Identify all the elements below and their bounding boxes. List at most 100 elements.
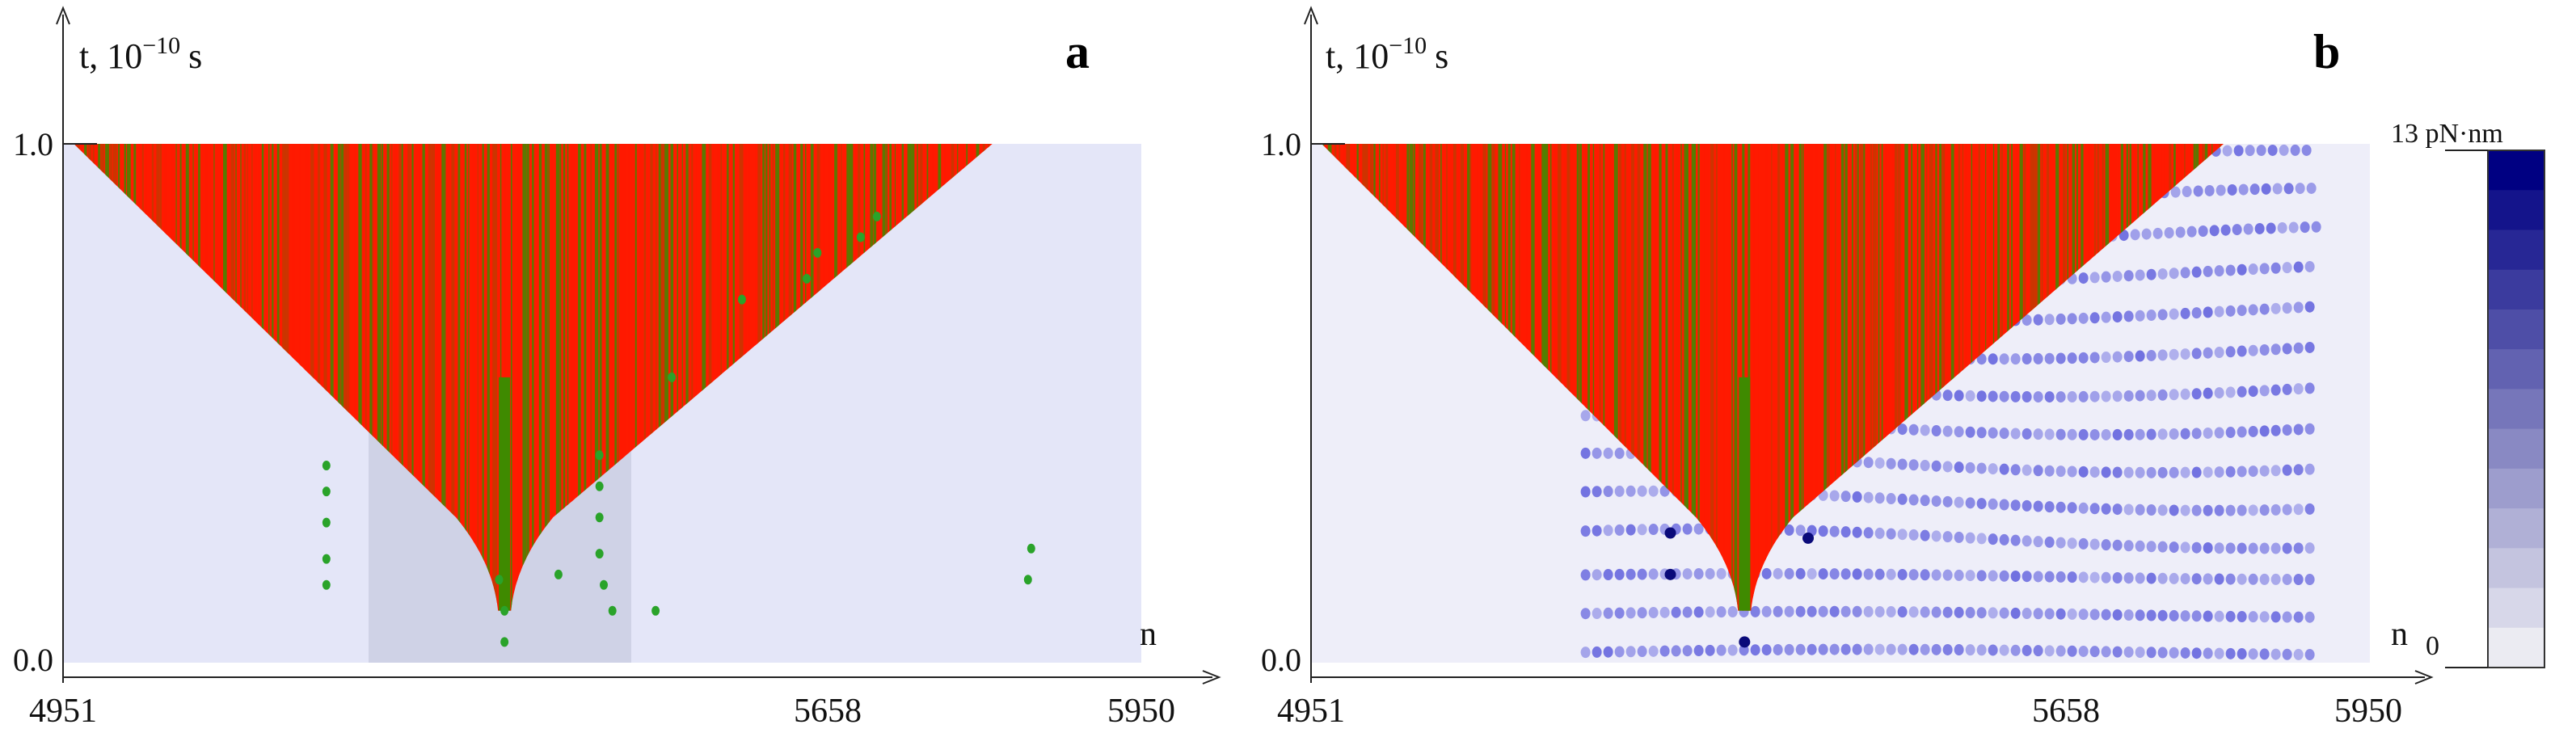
wave-blob xyxy=(2282,648,2292,660)
wave-blob xyxy=(2191,348,2202,360)
wave-blob xyxy=(1761,567,1772,579)
panel-b-stripe xyxy=(1884,144,1887,611)
wave-blob xyxy=(2078,428,2089,440)
panel-a-stripe xyxy=(711,144,714,611)
wave-blob xyxy=(2293,261,2304,273)
green-excitation-dot xyxy=(554,569,563,579)
wave-blob xyxy=(2270,503,2281,516)
wave-blob xyxy=(2135,269,2145,281)
panel-a-stripe xyxy=(487,144,490,611)
wave-blob xyxy=(1580,447,1591,459)
wave-blob xyxy=(1614,524,1625,536)
wave-blob xyxy=(1682,523,1693,535)
wave-blob xyxy=(2203,610,2213,622)
wave-blob xyxy=(2101,571,2111,583)
colorbar-step xyxy=(2488,309,2544,350)
wave-blob xyxy=(2164,227,2174,239)
panel-b-stripe xyxy=(1904,144,1908,611)
wave-blob xyxy=(1829,605,1840,617)
wave-blob xyxy=(2157,647,2168,659)
wave-blob xyxy=(1693,645,1704,657)
panel-b-stripe xyxy=(1621,144,1625,611)
wave-blob xyxy=(2169,389,2179,401)
wave-blob xyxy=(1603,486,1613,498)
wave-blob xyxy=(2157,428,2168,440)
wave-blob xyxy=(1954,606,1964,618)
wave-blob xyxy=(1829,525,1840,537)
panel-b-stripe xyxy=(1777,144,1781,611)
wave-blob xyxy=(2203,265,2213,277)
panel-b-stripe xyxy=(1563,144,1567,611)
wave-blob xyxy=(2270,465,2281,477)
panel-a-ylabel: t, 10−10 s xyxy=(79,32,202,76)
panel-b-stripe xyxy=(1802,144,1804,611)
wave-blob xyxy=(1727,606,1738,618)
wave-blob xyxy=(1750,605,1760,617)
panel-a-stripe xyxy=(401,144,403,611)
colorbar-step xyxy=(2488,627,2544,668)
wave-blob xyxy=(2169,504,2179,516)
wave-blob xyxy=(1886,568,1896,580)
green-excitation-dot xyxy=(595,450,604,461)
wave-blob xyxy=(1682,568,1693,580)
wave-blob xyxy=(2304,503,2315,515)
wave-blob xyxy=(2044,501,2055,513)
wave-blob xyxy=(1863,643,1874,655)
wave-blob xyxy=(2227,183,2237,196)
wave-blob xyxy=(2186,225,2197,238)
panel-a-stripe xyxy=(555,144,560,611)
wave-blob xyxy=(2282,542,2292,554)
wave-blob xyxy=(1976,427,1987,439)
wave-blob xyxy=(2112,539,2123,551)
wave-blob xyxy=(1954,496,1964,508)
wave-blob xyxy=(1807,605,1817,617)
panel-a-stripe xyxy=(548,144,550,611)
wave-blob xyxy=(2282,611,2292,623)
panel-a-stripe xyxy=(510,144,512,611)
panel-b-stripe xyxy=(1950,144,1954,611)
panel-a-stripe xyxy=(522,144,527,611)
wave-blob xyxy=(2010,428,2021,440)
wave-blob xyxy=(2146,310,2157,322)
wave-blob xyxy=(2288,221,2299,234)
wave-blob xyxy=(2055,537,2066,549)
panel-a-stripe xyxy=(559,144,562,611)
wave-blob xyxy=(2146,572,2157,584)
wave-blob xyxy=(1976,570,1987,582)
wave-blob xyxy=(2078,502,2089,514)
wave-blob xyxy=(2055,501,2066,513)
wave-blob xyxy=(2112,311,2123,323)
wave-blob xyxy=(1999,644,2009,656)
wave-blob xyxy=(1863,605,1874,617)
wave-blob xyxy=(1818,643,1828,655)
wave-blob xyxy=(2170,186,2181,198)
panel-b-stripe xyxy=(1911,144,1913,611)
wave-blob xyxy=(2010,534,2021,546)
wave-blob xyxy=(2044,608,2055,620)
panel-b-xtick-label-0: 4951 xyxy=(1277,693,1345,730)
wave-blob xyxy=(2180,610,2190,622)
wave-blob xyxy=(2293,464,2304,476)
wave-blob xyxy=(2293,648,2304,660)
panel-b-stripe xyxy=(1752,144,1755,611)
wave-blob xyxy=(2101,352,2111,364)
wave-blob xyxy=(1852,491,1862,503)
wave-blob xyxy=(2225,305,2236,317)
wave-blob xyxy=(2101,539,2111,551)
panel-b-stripe xyxy=(1826,144,1830,611)
wave-blob xyxy=(2123,646,2134,658)
wave-blob xyxy=(1965,644,1975,656)
wave-blob xyxy=(2237,610,2247,622)
wave-blob xyxy=(2078,537,2089,550)
wave-blob xyxy=(1988,498,1998,510)
wave-blob xyxy=(1999,570,2009,582)
wave-blob xyxy=(2123,428,2134,440)
wave-blob xyxy=(1931,643,1941,655)
wave-blob xyxy=(2089,312,2100,324)
wave-blob xyxy=(2267,144,2278,156)
wave-blob xyxy=(2157,504,2168,516)
wave-blob xyxy=(2277,221,2287,234)
panel-a-stripe xyxy=(517,144,522,611)
wave-blob xyxy=(1795,524,1806,537)
